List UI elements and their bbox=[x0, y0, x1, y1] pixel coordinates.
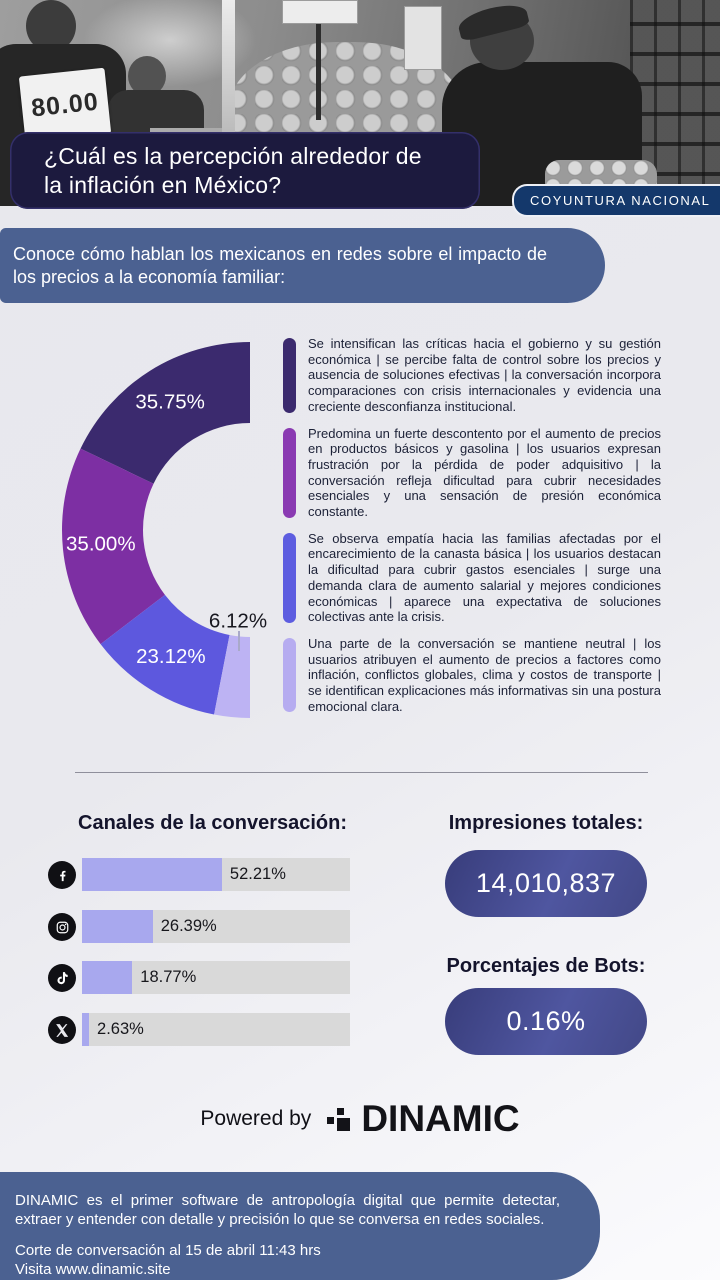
channel-bar-fill bbox=[82, 910, 153, 943]
footer-box: DINAMIC es el primer software de antropo… bbox=[0, 1172, 600, 1280]
insight-block-neutral: Una parte de la conversación se mantiene… bbox=[283, 636, 661, 715]
channel-bar-track: 26.39% bbox=[82, 910, 350, 943]
donut-segment bbox=[61, 448, 165, 645]
footer-description: DINAMIC es el primer software de antropo… bbox=[15, 1192, 560, 1228]
photo-sign-top bbox=[282, 0, 358, 24]
impressions-value: 14,010,837 bbox=[475, 868, 617, 898]
dinamic-wordmark: DINAMIC bbox=[361, 1098, 520, 1139]
channel-value-label: 18.77% bbox=[140, 968, 197, 986]
page-title-line-1: ¿Cuál es la percepción alrededor de bbox=[44, 142, 422, 169]
channel-bar-fill bbox=[82, 1013, 90, 1046]
photo-pole bbox=[222, 0, 235, 150]
sentiment-donut-chart: 35.75% 35.00% 23.12%6.12% bbox=[61, 342, 267, 718]
photo-person-left-head bbox=[26, 0, 76, 52]
x-icon bbox=[48, 1016, 76, 1044]
instagram-icon bbox=[48, 913, 76, 941]
title-card: ¿Cuál es la percepción alrededor de la i… bbox=[10, 132, 480, 209]
channel-bar-fill bbox=[82, 858, 222, 891]
donut-label: 23.12% bbox=[136, 645, 206, 668]
insight-block-empathy: Se observa empatía hacia las familias af… bbox=[283, 531, 661, 625]
insight-text: Predomina un fuerte descontento por el a… bbox=[308, 425, 661, 520]
channel-row-instagram: 26.39% bbox=[48, 910, 350, 943]
donut-label: 35.00% bbox=[66, 533, 136, 556]
channel-value-label: 2.63% bbox=[97, 1020, 144, 1038]
tiktok-icon bbox=[48, 964, 76, 992]
impressions-value-badge: 14,010,837 bbox=[445, 850, 647, 917]
insight-text: Se observa empatía hacia las familias af… bbox=[308, 530, 661, 625]
dinamic-logo-icon bbox=[327, 1105, 355, 1133]
legend-pill-blue bbox=[283, 532, 296, 623]
insights-list: Se intensifican las críticas hacia el go… bbox=[283, 336, 661, 714]
legend-pill-purple bbox=[283, 427, 296, 518]
insight-text: Se intensifican las críticas hacia el go… bbox=[308, 336, 661, 414]
insight-block-critics: Se intensifican las críticas hacia el go… bbox=[283, 336, 661, 415]
channel-value-label: 26.39% bbox=[160, 917, 217, 935]
subtitle-text: Conoce cómo hablan los mexicanos en rede… bbox=[13, 243, 547, 287]
insight-text: Una parte de la conversación se mantiene… bbox=[308, 635, 661, 714]
facebook-icon bbox=[48, 861, 76, 889]
channel-row-x: 2.63% bbox=[48, 1013, 350, 1046]
channel-bar-track: 52.21% bbox=[82, 858, 350, 891]
photo-shelves bbox=[630, 0, 720, 206]
legend-pill-dark-purple bbox=[283, 338, 296, 413]
impressions-heading: Impresiones totales: bbox=[448, 812, 644, 834]
coyuntura-nacional-label: COYUNTURA NACIONAL bbox=[530, 193, 711, 208]
channel-bar-track: 2.63% bbox=[82, 1013, 350, 1046]
footer-website: Visita www.dinamic.site bbox=[15, 1261, 171, 1278]
bots-value: 0.16% bbox=[506, 1006, 586, 1036]
donut-segment bbox=[214, 635, 250, 718]
channel-bar-fill bbox=[82, 961, 133, 994]
coyuntura-nacional-badge: COYUNTURA NACIONAL bbox=[512, 184, 720, 217]
powered-by-row: Powered by DINAMIC bbox=[0, 1096, 720, 1142]
photo-sign-right bbox=[404, 6, 442, 70]
donut-label: 35.75% bbox=[135, 390, 205, 413]
footer-cutoff-date: Corte de conversación al 15 de abril 11:… bbox=[15, 1242, 321, 1259]
channel-value-label: 52.21% bbox=[229, 865, 286, 883]
photo-person-woman-head bbox=[128, 56, 166, 96]
bots-heading: Porcentajes de Bots: bbox=[446, 955, 646, 977]
page-title-line-2: la inflación en México? bbox=[44, 171, 282, 198]
legend-pill-lavender bbox=[283, 637, 296, 713]
price-sign-text: 80.00 bbox=[29, 87, 101, 122]
photo-stick bbox=[316, 0, 321, 120]
channel-row-facebook: 52.21% bbox=[48, 858, 350, 891]
dinamic-logo: DINAMIC bbox=[327, 1098, 520, 1140]
channel-bar-track: 18.77% bbox=[82, 961, 350, 994]
donut-segment bbox=[80, 342, 250, 484]
insight-block-discontent: Predomina un fuerte descontento por el a… bbox=[283, 426, 661, 520]
donut-label: 6.12% bbox=[209, 609, 267, 632]
powered-by-label: Powered by bbox=[200, 1107, 312, 1130]
channels-heading: Canales de la conversación: bbox=[78, 812, 348, 834]
section-divider bbox=[75, 772, 648, 773]
subtitle-box: Conoce cómo hablan los mexicanos en rede… bbox=[0, 228, 605, 303]
channel-row-tiktok: 18.77% bbox=[48, 961, 350, 994]
donut-segment bbox=[100, 594, 230, 715]
bots-value-badge: 0.16% bbox=[445, 988, 647, 1055]
